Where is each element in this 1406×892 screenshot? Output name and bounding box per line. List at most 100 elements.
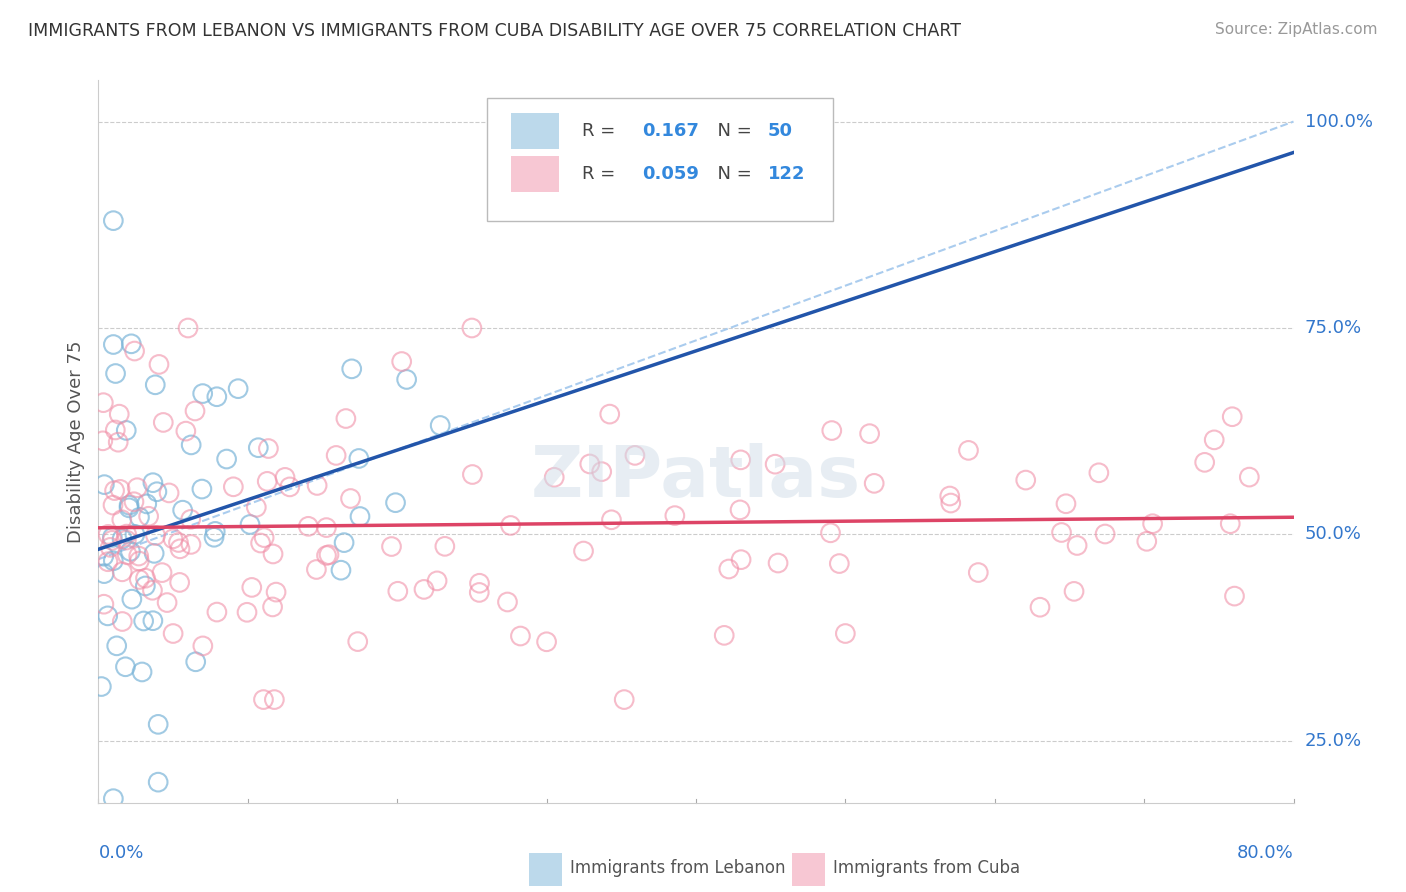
Point (120, 336, 142, 351)
Point (97, 555, 120, 569)
Text: 122: 122 (768, 165, 806, 183)
Point (101, 533, 124, 548)
Point (253, 531, 276, 545)
Text: 0.059: 0.059 (643, 165, 699, 183)
Point (1029, 600, 1052, 615)
Point (128, 554, 150, 568)
Point (939, 489, 962, 503)
Point (146, 484, 169, 499)
Point (103, 791, 125, 805)
Point (252, 692, 274, 706)
Point (278, 480, 301, 494)
Point (128, 510, 150, 524)
Point (222, 480, 245, 494)
Point (124, 527, 146, 541)
Point (1220, 409, 1243, 424)
Point (167, 535, 190, 549)
Point (191, 482, 214, 496)
Point (1239, 470, 1261, 484)
Text: 0.167: 0.167 (643, 122, 699, 140)
Point (143, 377, 166, 392)
Point (93, 597, 115, 611)
Point (305, 562, 328, 576)
Point (169, 575, 191, 590)
Bar (529, 854, 562, 886)
Point (111, 565, 134, 579)
Point (115, 548, 138, 562)
Text: 100.0%: 100.0% (1305, 112, 1372, 130)
Point (1194, 455, 1216, 469)
Point (820, 525, 842, 540)
Point (384, 496, 406, 510)
Point (98, 541, 121, 555)
Point (142, 614, 165, 628)
Point (184, 655, 207, 669)
Point (103, 213, 125, 227)
Point (111, 532, 134, 546)
Point (543, 470, 565, 484)
Point (180, 438, 202, 452)
Point (333, 535, 356, 549)
Text: Immigrants from Cuba: Immigrants from Cuba (834, 859, 1021, 877)
Text: R =: R = (582, 122, 621, 140)
Point (297, 519, 319, 533)
Point (967, 566, 990, 580)
Point (728, 503, 751, 517)
Point (204, 524, 226, 539)
Point (613, 692, 636, 706)
Point (177, 321, 200, 335)
Point (1204, 433, 1226, 447)
Point (262, 599, 284, 614)
Point (152, 416, 174, 430)
Point (591, 465, 613, 479)
Text: Source: ZipAtlas.com: Source: ZipAtlas.com (1215, 22, 1378, 37)
Point (131, 665, 153, 679)
Point (180, 537, 202, 551)
Point (245, 500, 267, 515)
Text: 50: 50 (768, 122, 793, 140)
Point (834, 626, 856, 640)
Bar (510, 112, 558, 149)
Point (624, 449, 647, 463)
Point (262, 547, 284, 561)
Point (205, 390, 228, 404)
Point (150, 566, 173, 580)
Point (1063, 584, 1085, 599)
Point (1223, 589, 1246, 603)
Point (128, 549, 150, 563)
Point (1066, 539, 1088, 553)
Point (148, 775, 170, 789)
Point (105, 639, 128, 653)
Point (142, 475, 165, 490)
Point (307, 478, 329, 492)
Point (766, 556, 789, 570)
Point (340, 362, 363, 376)
Point (115, 533, 138, 547)
Point (828, 557, 851, 571)
Point (148, 358, 170, 372)
Bar (510, 156, 558, 193)
Point (256, 475, 278, 489)
Point (664, 508, 686, 523)
Point (97, 527, 120, 541)
Point (205, 605, 228, 619)
Point (145, 528, 167, 542)
Point (1088, 466, 1111, 480)
Point (120, 544, 142, 558)
Point (461, 467, 484, 482)
Point (93, 549, 115, 564)
Point (124, 344, 146, 359)
Point (572, 544, 595, 558)
Point (172, 503, 194, 517)
Point (1136, 534, 1159, 549)
Point (239, 517, 262, 532)
Point (127, 481, 149, 495)
Point (496, 595, 519, 609)
Point (180, 512, 202, 526)
Point (118, 498, 141, 512)
Point (247, 441, 270, 455)
Point (468, 576, 491, 591)
Text: 25.0%: 25.0% (1305, 731, 1362, 750)
Point (335, 411, 357, 425)
Point (939, 496, 962, 510)
